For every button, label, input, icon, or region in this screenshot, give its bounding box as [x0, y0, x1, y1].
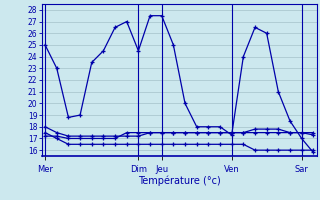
X-axis label: Température (°c): Température (°c)	[138, 175, 220, 186]
